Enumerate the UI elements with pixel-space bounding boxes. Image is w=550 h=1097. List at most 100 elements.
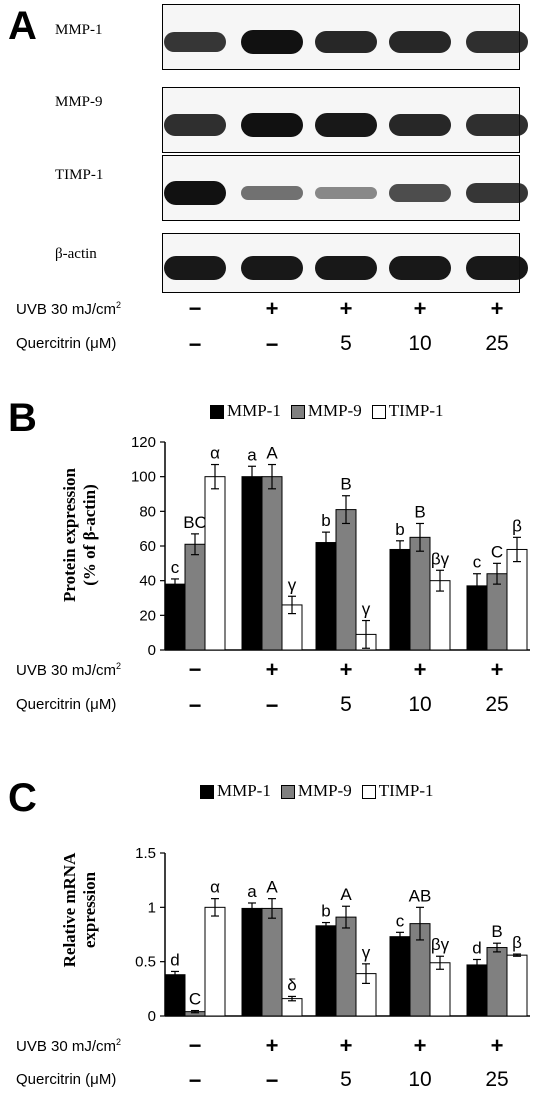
significance-letter: γ (288, 575, 297, 594)
b-uvb-sign: + (339, 657, 353, 682)
bar-timp-1 (429, 962, 451, 1017)
legend-item-mmp1: MMP-1 (210, 401, 281, 421)
blot-band (241, 30, 303, 54)
panel-a-letter: A (8, 4, 37, 48)
legend-item-mmp9: MMP-9 (290, 401, 362, 421)
blot-band (241, 185, 303, 201)
significance-letter: AB (409, 886, 432, 905)
significance-letter: β (512, 933, 522, 952)
bar-mmp-9 (261, 907, 283, 1017)
significance-letter: B (340, 475, 351, 494)
a-quercitrin-value: 25 (485, 332, 509, 355)
a-uvb-sign: + (265, 296, 279, 321)
significance-letter: c (473, 553, 482, 572)
y-tick-label: 1.5 (135, 845, 156, 862)
y-tick-label: 60 (139, 538, 156, 555)
bar-mmp-1 (241, 907, 263, 1017)
bar-mmp-1 (164, 583, 186, 651)
significance-letter: C (491, 542, 503, 561)
legend-swatch-mmp9-c (280, 785, 295, 800)
chart-c: 0 0.5 1 1.5 d a b c d C A A AB Bα δ γ βγ β (135, 845, 530, 1025)
b-uvb-sign: + (265, 657, 279, 682)
b-uvb-sign: + (490, 657, 504, 682)
significance-letter: a (247, 445, 257, 464)
blot-band (466, 182, 528, 204)
significance-letter: A (340, 885, 352, 904)
significance-letter: d (170, 950, 179, 969)
y-tick-label: 120 (131, 434, 156, 451)
legend-c: MMP-1 MMP-9 TIMP-1 (200, 781, 434, 801)
c-quercitrin-value: 5 (340, 1068, 352, 1091)
legend-item-mmp9-c: MMP-9 (280, 781, 352, 801)
uvb-label-b: UVB 30 mJ/cm2 (16, 661, 122, 679)
significance-letter: B (414, 502, 425, 521)
significance-letter: d (472, 938, 481, 957)
y-tick-label: 40 (139, 573, 156, 590)
y-tick-label: 0 (148, 1008, 156, 1025)
blot-label-mmp9: MMP-9 (55, 94, 103, 110)
a-quercitrin-value: − (265, 332, 279, 357)
blot-label-mmp1: MMP-1 (55, 22, 103, 38)
c-uvb-sign: − (188, 1033, 202, 1058)
blot-band (241, 256, 303, 280)
bar-mmp-1 (241, 476, 263, 651)
significance-letter: γ (362, 943, 371, 962)
bar-mmp-9 (184, 543, 206, 651)
significance-letter: BC (183, 513, 207, 532)
bar-mmp-1 (164, 974, 186, 1017)
blot-band (389, 256, 451, 280)
significance-letter: β (512, 516, 522, 535)
legend-item-timp1: TIMP-1 (371, 401, 444, 421)
blot-band (389, 183, 451, 203)
significance-letter: b (321, 902, 330, 921)
y-tick-label: 20 (139, 607, 156, 624)
legend-swatch-mmp1 (210, 405, 224, 420)
blot-label-beta-actin: β-actin (55, 246, 97, 262)
b-quercitrin-value: − (188, 693, 202, 718)
significance-letter: c (171, 558, 180, 577)
bar-timp-1 (204, 906, 226, 1017)
bar-timp-1 (506, 548, 528, 651)
blot-band (315, 186, 377, 200)
significance-letter: α (210, 878, 220, 897)
blot-band (164, 181, 226, 205)
significance-letter: δ (287, 975, 296, 994)
significance-letter: B (491, 922, 502, 941)
a-uvb-sign: + (339, 296, 353, 321)
bar-mmp-9 (486, 947, 508, 1017)
blot-band (315, 256, 377, 280)
y-tick-label: 80 (139, 503, 156, 520)
y-tick-label: 0.5 (135, 954, 156, 971)
c-quercitrin-value: − (265, 1068, 279, 1093)
quercitrin-label: Quercitrin (μM) (16, 335, 117, 352)
bar-timp-1 (204, 476, 226, 651)
blot-band (241, 113, 303, 137)
bar-mmp-1 (389, 936, 411, 1017)
c-uvb-sign: + (265, 1033, 279, 1058)
b-quercitrin-value: 10 (408, 693, 432, 716)
c-quercitrin-value: 25 (485, 1068, 509, 1091)
quercitrin-label-b: Quercitrin (μM) (16, 696, 117, 713)
legend-b: MMP-1 MMP-9 TIMP-1 (210, 401, 444, 421)
c-uvb-sign: + (413, 1033, 427, 1058)
a-quercitrin-value: 5 (340, 332, 352, 355)
significance-letter: C (189, 990, 201, 1009)
bar-mmp-1 (315, 542, 337, 651)
legend-item-mmp1-c: MMP-1 (200, 781, 271, 801)
bar-mmp-9 (486, 573, 508, 651)
significance-letter: a (247, 882, 257, 901)
blot-band (315, 31, 377, 53)
bar-mmp-9 (335, 916, 357, 1017)
significance-letter: b (395, 520, 404, 539)
c-quercitrin-value: 10 (408, 1068, 432, 1091)
bar-mmp-9 (335, 509, 357, 651)
blot-band (315, 113, 377, 137)
blot-band (164, 256, 226, 280)
b-quercitrin-value: − (265, 693, 279, 718)
blot-label-timp1: TIMP-1 (55, 167, 104, 183)
a-uvb-sign: − (188, 296, 202, 321)
bar-mmp-1 (466, 964, 488, 1017)
y-tick-label: 100 (131, 469, 156, 486)
a-quercitrin-value: − (188, 332, 202, 357)
